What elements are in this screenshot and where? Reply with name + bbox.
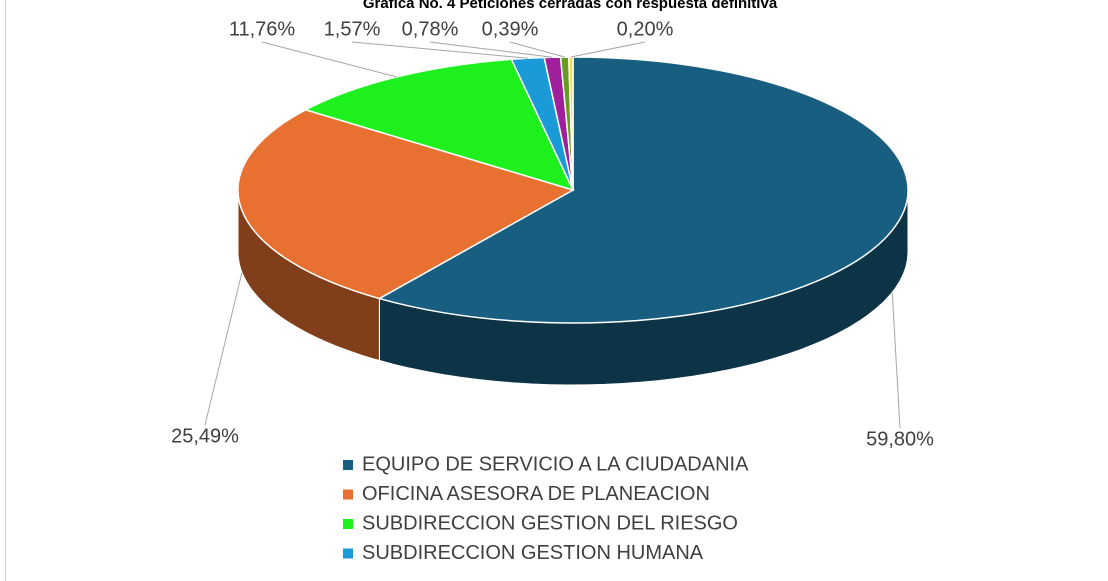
data-label: 11,76%: [229, 18, 296, 40]
pie-slice: [377, 56, 909, 324]
leader-line: [509, 41, 565, 58]
pie-slice: [237, 109, 575, 300]
legend-swatch: [343, 519, 353, 529]
legend-label: SUBDIRECCION GESTION DEL RIESGO: [362, 512, 738, 534]
leader-line: [429, 41, 553, 58]
leader-line: [351, 41, 528, 59]
legend-swatch: [343, 460, 353, 470]
data-label: 0,20%: [617, 18, 674, 40]
leader-line: [204, 272, 243, 426]
data-label: 0,39%: [482, 18, 539, 40]
leader-line: [891, 292, 901, 429]
data-label: 1,57%: [324, 18, 381, 40]
data-label: 59,80%: [866, 428, 934, 450]
leader-line: [570, 41, 646, 58]
pie-slice: [303, 58, 575, 192]
legend-label: EQUIPO DE SERVICIO A LA CIUDADANIA: [362, 453, 749, 475]
legend-label: SUBDIRECCION GESTION HUMANA: [362, 542, 704, 564]
legend-swatch: [343, 548, 353, 559]
data-label: 0,78%: [402, 18, 459, 40]
chart-frame: [5, 0, 6, 581]
legend-swatch: [343, 489, 353, 500]
legend-label: OFICINA ASESORA DE PLANEACION: [362, 483, 710, 505]
data-label: 25,49%: [171, 425, 239, 447]
chart-title: Gráfica No. 4 Peticiones cerradas con re…: [363, 0, 778, 12]
leader-line: [261, 41, 397, 78]
